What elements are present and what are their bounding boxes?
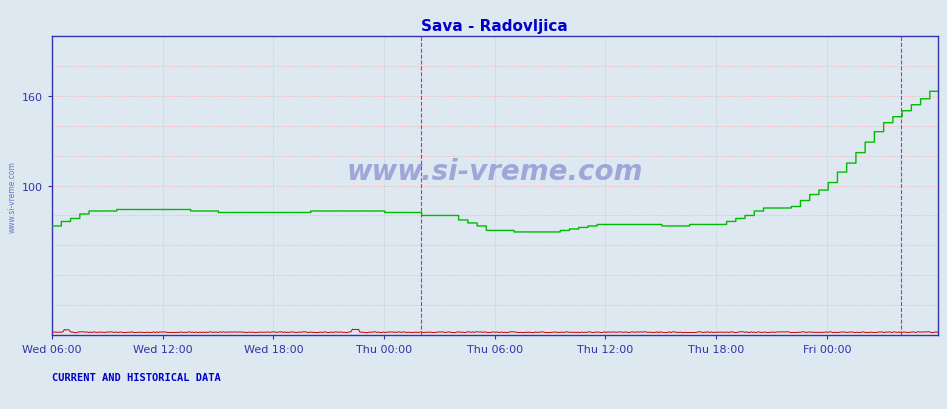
Text: www.si-vreme.com: www.si-vreme.com	[8, 160, 17, 232]
Text: CURRENT AND HISTORICAL DATA: CURRENT AND HISTORICAL DATA	[52, 372, 221, 382]
Title: Sava - Radovljica: Sava - Radovljica	[421, 19, 568, 34]
Text: www.si-vreme.com: www.si-vreme.com	[347, 157, 643, 185]
